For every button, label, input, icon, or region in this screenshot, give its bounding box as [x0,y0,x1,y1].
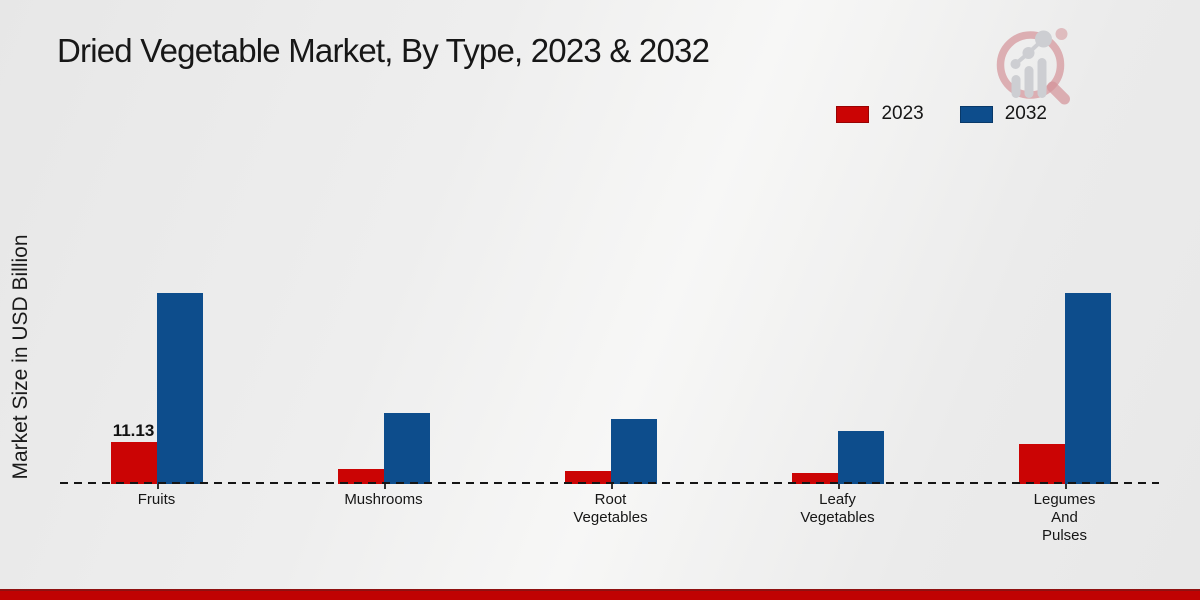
bar-pair [1018,293,1111,484]
legend: 2023 2032 [836,103,1047,125]
legend-label-2023: 2023 [881,103,924,124]
bar-pair: 11.13 [110,293,203,484]
bar-2023 [564,471,611,484]
bar-2032 [1064,293,1111,484]
category-group: Legumes And Pulses [951,274,1178,544]
bar-2032 [610,419,657,484]
category-group: 11.13 Fruits [43,274,270,508]
x-axis-tick [837,484,840,489]
legend-swatch-2032 [959,105,993,123]
category-label: Root Vegetables [573,491,648,526]
chart-title: Dried Vegetable Market, By Type, 2023 & … [57,32,710,69]
y-axis-label: Market Size in USD Billion [9,234,32,480]
category-group: Mushrooms [270,274,497,508]
x-axis-tick [1064,484,1067,489]
category-label: Leafy Vegetables [800,491,875,526]
category-label: Fruits [137,491,176,508]
legend-item-2023: 2023 [836,103,924,125]
category-group: Leafy Vegetables [724,274,951,526]
bar-pair [564,419,657,484]
legend-item-2032: 2032 [959,103,1047,125]
bar-2023: 11.13 [110,421,157,484]
category-group: Root Vegetables [497,274,724,526]
x-axis-tick [383,484,386,489]
bar-2023 [1018,444,1065,484]
x-axis-tick [610,484,613,489]
bar-2032 [383,413,430,484]
footer-accent-bar [0,589,1200,600]
bar-2032 [156,293,203,484]
magnifier-chart-logo-icon [996,28,1070,105]
legend-swatch-2023 [836,105,870,123]
x-axis-tick [156,484,159,489]
category-label: Legumes And Pulses [1033,491,1096,544]
category-label: Mushrooms [344,491,423,508]
bar-pair [791,431,884,484]
plot-area: 11.13 Fruits Mushrooms Root Vegetables Leafy V… [43,274,1178,544]
legend-label-2032: 2032 [1004,103,1047,124]
x-axis-baseline [60,482,1159,484]
bar-pair [337,413,430,484]
bar-2023 [791,473,838,484]
bar-value-label: 11.13 [112,421,155,440]
bar-2023 [337,469,384,484]
bar-2032 [837,431,884,484]
